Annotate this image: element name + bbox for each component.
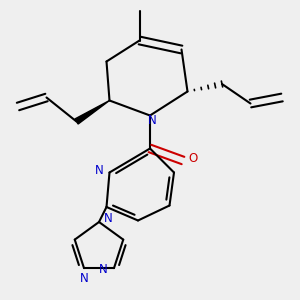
Text: N: N xyxy=(80,272,88,285)
Text: O: O xyxy=(189,152,198,166)
Text: N: N xyxy=(94,164,103,178)
Text: N: N xyxy=(148,113,157,127)
Text: N: N xyxy=(103,212,112,226)
Text: N: N xyxy=(99,263,108,276)
Polygon shape xyxy=(75,100,110,124)
